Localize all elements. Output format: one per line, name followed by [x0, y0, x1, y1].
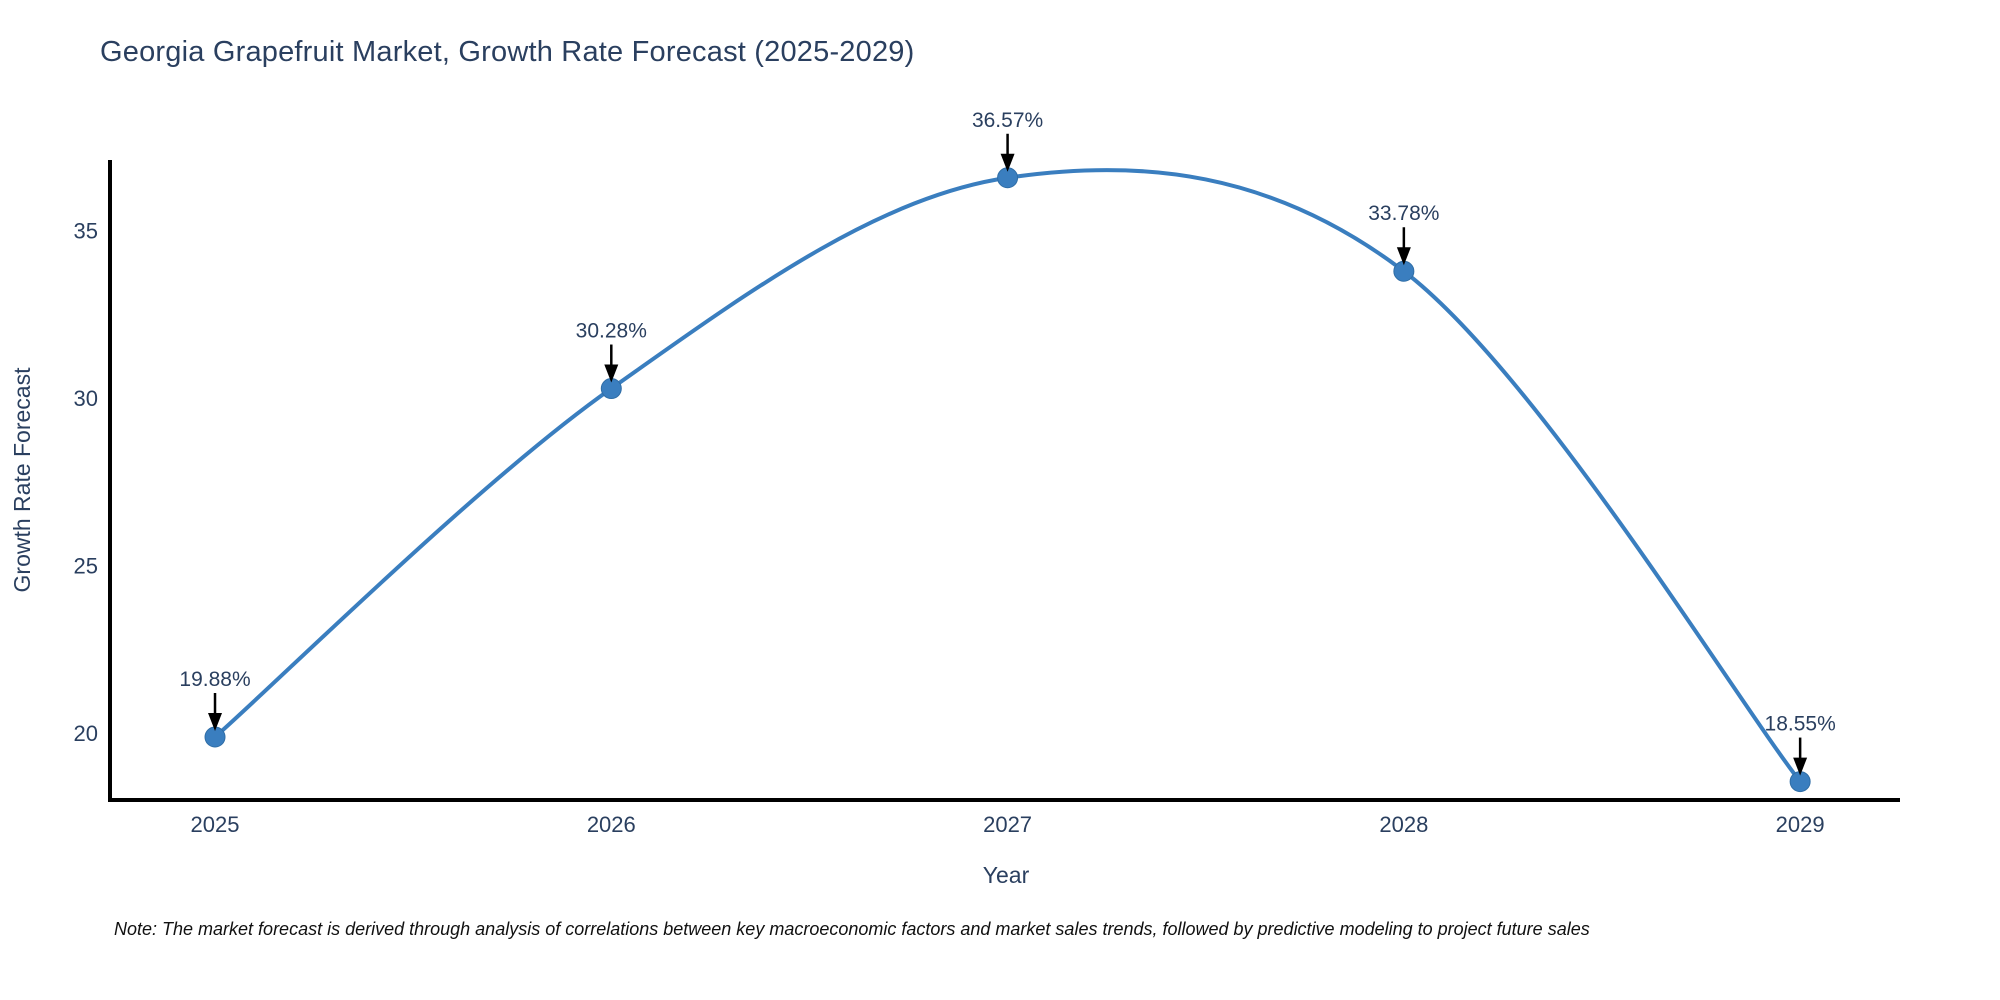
x-tick-label: 2025: [191, 812, 240, 837]
x-axis-title: Year: [983, 862, 1030, 888]
annotation-arrow-head: [208, 713, 223, 732]
point-value-label: 18.55%: [1765, 713, 1836, 736]
x-tick-label: 2027: [983, 812, 1032, 837]
point-value-label: 33.78%: [1368, 202, 1439, 225]
point-value-label: 30.28%: [576, 320, 647, 343]
x-tick-label: 2026: [587, 812, 636, 837]
point-annotations: 19.88% 30.28% 36.57% 33.78% 18.55%: [179, 109, 1836, 776]
line-series: [213, 167, 1803, 784]
forecast-curve: [213, 167, 1803, 784]
annotation-arrow-head: [1000, 153, 1015, 172]
point-value-label: 36.57%: [972, 109, 1043, 132]
annotation-arrow-head: [1396, 247, 1411, 266]
axes: [108, 160, 1900, 802]
y-tick-label: 30: [74, 386, 98, 411]
point-value-label: 19.88%: [179, 668, 250, 691]
x-tick-label: 2029: [1776, 812, 1825, 837]
annotation-arrow-head: [604, 364, 619, 383]
annotation-arrow-head: [1793, 757, 1808, 776]
footnote: Note: The market forecast is derived thr…: [114, 919, 1590, 939]
y-tick-label: 35: [74, 218, 98, 243]
y-tick-label: 25: [74, 553, 98, 578]
x-tick-label: 2028: [1379, 812, 1428, 837]
y-axis-title: Growth Rate Forecast: [9, 367, 35, 593]
data-point-markers: [204, 167, 1811, 793]
chart-title: Georgia Grapefruit Market, Growth Rate F…: [100, 36, 915, 68]
y-tick-label: 20: [74, 721, 98, 746]
